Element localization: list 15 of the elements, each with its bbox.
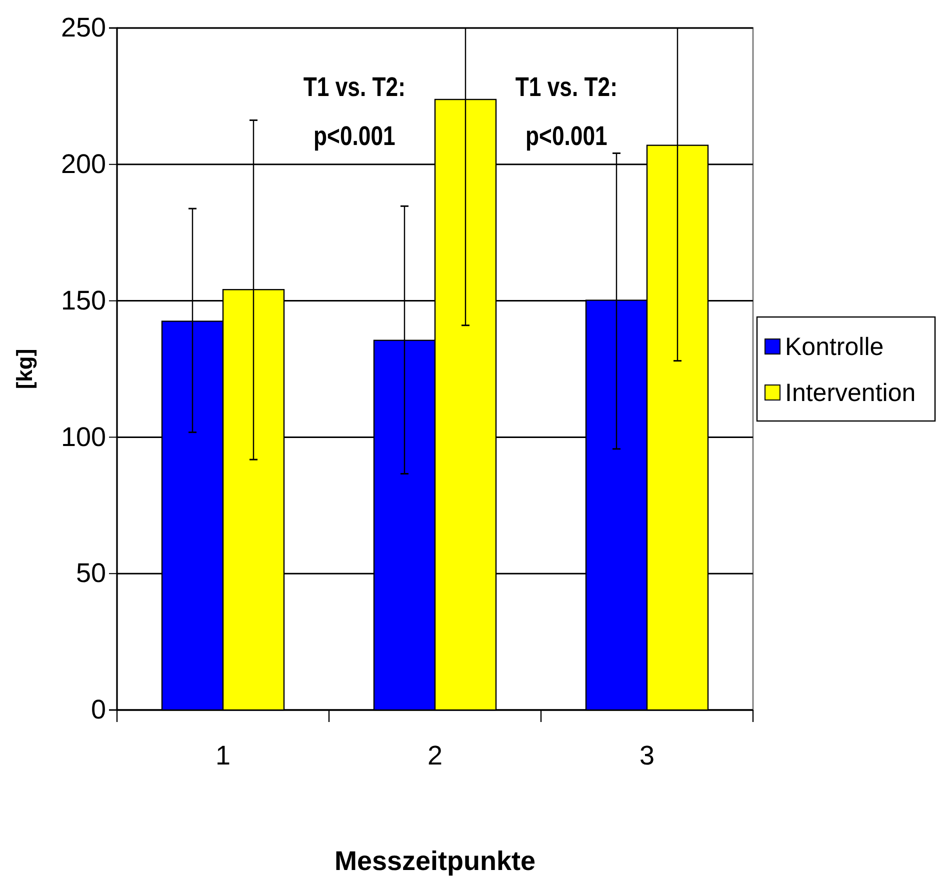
y-tick-label: 50 [76, 558, 106, 588]
x-axis-title: Messzeitpunkte [334, 846, 536, 876]
annotation: T1 vs. T2: p<0.001 [515, 73, 618, 152]
annotation: T1 vs. T2: p<0.001 [303, 73, 406, 152]
y-tick-label: 0 [90, 694, 106, 725]
y-tick-label: 100 [60, 422, 106, 452]
x-tick-label: 3 [639, 740, 655, 770]
y-tick-label: 250 [60, 12, 106, 43]
y-tick-label: 150 [60, 285, 106, 316]
y-tick-label: 200 [60, 149, 106, 180]
legend-label: Intervention [785, 379, 916, 407]
x-tick-label: 2 [427, 740, 443, 770]
legend-label: Kontrolle [785, 333, 884, 361]
y-axis-title: [kg] [12, 348, 37, 390]
x-tick-label: 1 [215, 740, 231, 770]
